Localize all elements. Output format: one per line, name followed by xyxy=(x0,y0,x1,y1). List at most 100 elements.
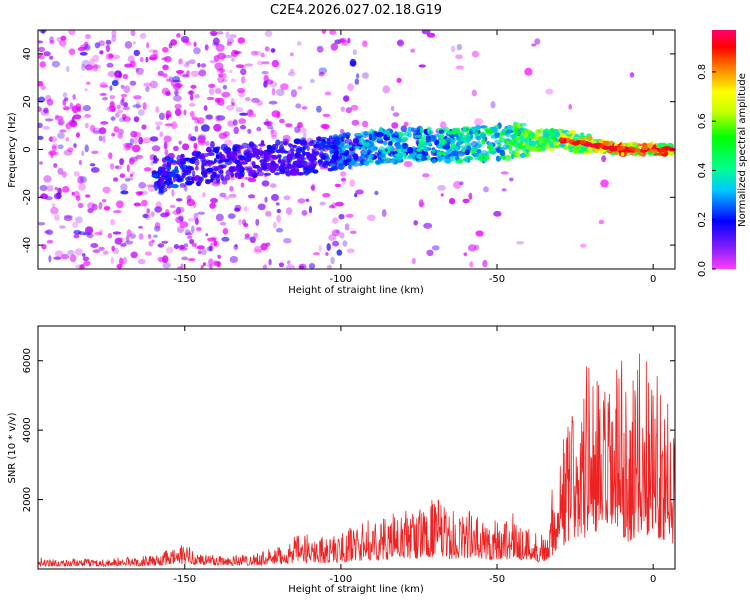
spectrogram-blob xyxy=(266,124,274,130)
spectrogram-blob xyxy=(609,147,618,152)
spectrogram-blob xyxy=(324,91,332,96)
spectrogram-blob xyxy=(450,142,456,149)
spectrogram-blob xyxy=(283,237,292,244)
spectrogram-blob xyxy=(423,146,429,152)
spectrogram-blob xyxy=(416,153,424,159)
spectrogram-blob xyxy=(156,169,162,176)
spectrogram-blob xyxy=(343,95,350,102)
snr-x-label: Height of straight line (km) xyxy=(288,584,424,595)
spectrogram-blob xyxy=(231,58,235,62)
spectrogram-blob xyxy=(416,148,422,152)
spectrogram-blob xyxy=(149,136,159,142)
spectrogram-blob xyxy=(213,123,222,132)
spectrogram-blob xyxy=(87,202,95,210)
spectrogram-blob xyxy=(76,132,80,138)
spectrogram-blob xyxy=(629,72,635,78)
spectrogram-blob xyxy=(84,144,89,153)
spectrogram-blob xyxy=(338,38,345,43)
spectrogram-blob xyxy=(57,119,65,126)
spectrogram-blob xyxy=(179,158,186,165)
spectrogram-blob xyxy=(113,126,120,133)
spectrogram-blob xyxy=(131,171,135,175)
spectrogram-blob xyxy=(463,252,468,257)
spectrogram-blob xyxy=(164,123,173,127)
spectrogram-blob xyxy=(475,135,482,141)
spectrogram-blob xyxy=(68,48,76,55)
spectrogram-blob xyxy=(170,79,175,87)
spectrogram-blob xyxy=(135,154,144,159)
spectrogram-blob xyxy=(321,30,327,34)
spectrogram-blob xyxy=(559,137,564,142)
spectrogram-blob xyxy=(94,42,101,49)
spectrogram-blob xyxy=(297,198,306,204)
spectrogram-blob xyxy=(67,147,74,153)
spectrogram-blob xyxy=(270,183,277,188)
spectrogram-blob xyxy=(136,192,143,197)
spectrogram-blob xyxy=(138,225,143,229)
spectrogram-blob xyxy=(360,153,366,161)
spectrogram-blob xyxy=(227,120,235,127)
spectrogram-blob xyxy=(206,96,215,101)
spectrogram-blob xyxy=(330,256,335,265)
spectrogram-blob xyxy=(345,213,354,218)
spectrogram-blob xyxy=(196,245,205,250)
spectrogram-blob xyxy=(80,264,85,269)
spectrogram-blob xyxy=(187,165,194,170)
spectrogram-blob xyxy=(42,126,50,130)
spectrogram-blob xyxy=(154,158,159,162)
spectrogram-blob xyxy=(152,49,158,57)
spectrogram-blob xyxy=(479,133,487,139)
spectrogram-blob xyxy=(163,141,168,150)
spectrogram-blob xyxy=(339,232,345,239)
spectrogram-blob xyxy=(244,63,253,67)
spectrogram-blob xyxy=(54,250,64,258)
spectrogram-blob xyxy=(450,154,456,162)
spectrogram-blob xyxy=(286,159,290,167)
y-tick-label: 2000 xyxy=(22,487,33,512)
spectrogram-blob xyxy=(102,186,111,193)
spectrogram-blob xyxy=(214,88,222,94)
spectrogram-blob xyxy=(490,150,497,155)
spectrogram-blob xyxy=(280,163,289,169)
spectrogram-blob xyxy=(407,126,413,133)
spectrogram-blob xyxy=(179,221,189,229)
spectrogram-blob xyxy=(201,165,205,171)
y-tick-label: 20 xyxy=(22,95,33,108)
spectrogram-blob xyxy=(68,30,76,36)
spectrogram-blob xyxy=(296,41,302,46)
spectrogram-blob xyxy=(426,135,432,143)
spectrogram-blob xyxy=(194,119,200,124)
spectrogram-blob xyxy=(210,197,218,204)
spectrogram-blob xyxy=(234,50,242,55)
spectrogram-blob xyxy=(239,112,248,116)
spectrogram-blob xyxy=(264,196,268,203)
spectrogram-blob xyxy=(169,204,176,208)
spectrogram-blob xyxy=(224,151,232,155)
spectrogram-blob xyxy=(117,133,123,139)
spectrogram-blob xyxy=(573,149,577,155)
spectrogram-blob xyxy=(285,123,293,128)
spectrogram-blob xyxy=(505,129,514,134)
spectrogram-blob xyxy=(129,158,135,165)
spectrogram-blob xyxy=(254,50,262,55)
spectrogram-blob xyxy=(108,152,113,160)
spectrogram-blob xyxy=(182,39,189,44)
spectrogram-blob xyxy=(208,258,214,267)
spectrogram-blob xyxy=(464,149,470,156)
spectrogram-blob xyxy=(120,94,127,98)
spectrogram-blob xyxy=(209,30,218,35)
spectrogram-blob xyxy=(209,242,214,249)
spectrogram-data xyxy=(38,30,675,269)
spectrogram-blob xyxy=(384,148,388,152)
spectrogram-blob xyxy=(308,263,316,269)
spectrogram-blob xyxy=(631,142,637,148)
spectrogram-blob xyxy=(205,233,209,237)
spectrogram-blob xyxy=(253,232,259,239)
x-tick-label: -100 xyxy=(330,274,353,285)
spectrogram-blob xyxy=(340,136,345,143)
spectrogram-blob xyxy=(240,124,246,130)
spectrogram-blob xyxy=(99,81,108,88)
spectrogram-blob xyxy=(270,127,274,135)
spectrogram-blob xyxy=(293,138,302,145)
